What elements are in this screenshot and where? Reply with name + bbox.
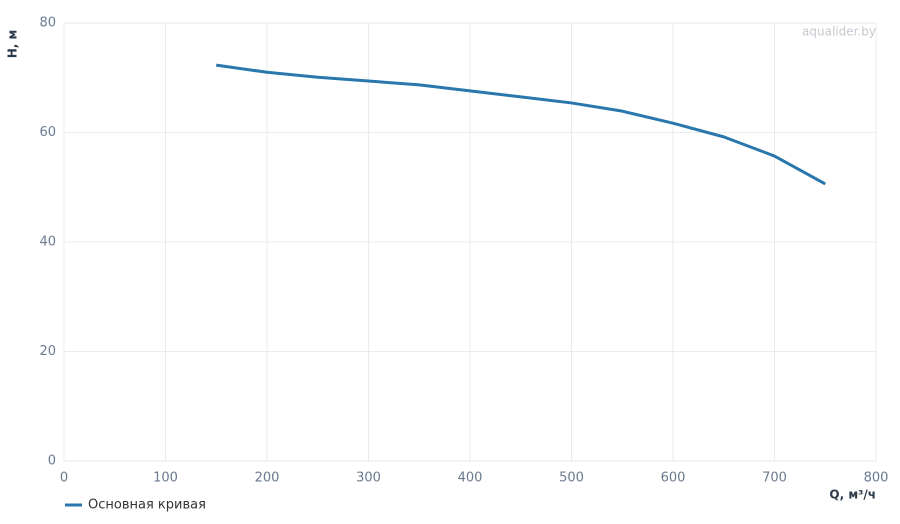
- x-tick-label: 700: [762, 471, 787, 486]
- y-axis-title: H, м: [6, 30, 20, 59]
- y-tick-label: 60: [39, 125, 56, 140]
- x-axis-title: Q, м³/ч: [829, 488, 876, 502]
- x-tick-label: 300: [356, 471, 381, 486]
- x-tick-label: 0: [60, 471, 68, 486]
- series-line: [216, 63, 826, 186]
- y-tick-label: 80: [39, 16, 56, 31]
- x-tick-label: 500: [559, 471, 584, 486]
- x-tick-label: 600: [661, 471, 686, 486]
- watermark: aqualider.by: [802, 25, 876, 39]
- x-tick-label: 400: [458, 471, 483, 486]
- x-tick-label: 200: [255, 471, 280, 486]
- y-tick-label: 40: [39, 235, 56, 250]
- x-tick-label: 100: [153, 471, 178, 486]
- x-tick-label: 800: [864, 471, 889, 486]
- y-tick-label: 0: [48, 454, 56, 469]
- legend-label: Основная кривая: [88, 498, 206, 513]
- y-tick-label: 20: [39, 344, 56, 359]
